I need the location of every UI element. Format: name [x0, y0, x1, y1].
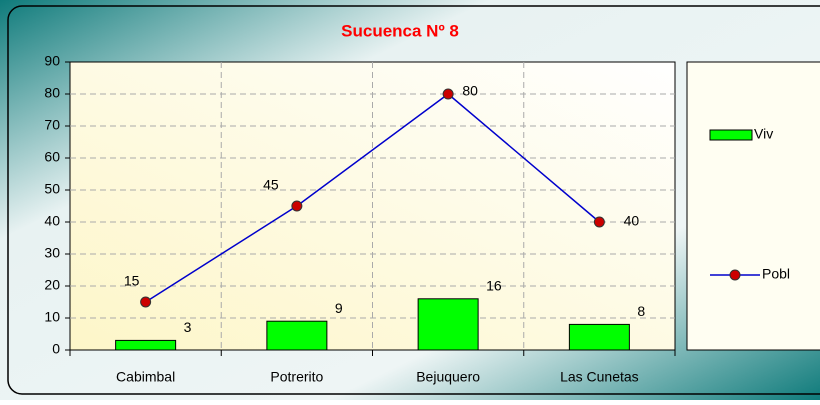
- marker: [291, 200, 303, 212]
- bar: [266, 320, 328, 351]
- line-label: 45: [263, 177, 279, 193]
- bar-label: 9: [335, 300, 343, 316]
- legend-marker: [729, 269, 741, 281]
- legend-label: Pobl: [762, 266, 790, 282]
- y-tick-label: 20: [44, 277, 60, 293]
- y-tick-label: 50: [44, 181, 60, 197]
- line-label: 40: [624, 213, 640, 229]
- bar: [115, 339, 177, 351]
- y-tick-label: 60: [44, 149, 60, 165]
- marker: [140, 296, 152, 308]
- x-tick-label: Las Cunetas: [560, 369, 639, 385]
- bar-label: 8: [637, 303, 645, 319]
- bar-label: 3: [184, 319, 192, 335]
- y-tick-label: 70: [44, 117, 60, 133]
- bar: [568, 323, 630, 351]
- line-label: 15: [124, 273, 140, 289]
- line-label: 80: [462, 83, 478, 99]
- marker: [442, 88, 454, 100]
- bar-label: 16: [486, 278, 502, 294]
- y-tick-label: 10: [44, 309, 60, 325]
- legend-label: Viv: [754, 126, 773, 142]
- x-tick-label: Potrerito: [270, 369, 323, 385]
- frame: [7, 5, 820, 395]
- x-tick-label: Bejuquero: [416, 369, 480, 385]
- legend-swatch: [709, 129, 753, 141]
- y-tick-label: 90: [44, 53, 60, 69]
- line: [145, 93, 600, 303]
- y-tick-label: 40: [44, 213, 60, 229]
- y-tick-label: 0: [52, 341, 60, 357]
- marker: [593, 216, 605, 228]
- bar: [417, 298, 479, 351]
- chart-title: Sucuenca Nº 8: [341, 21, 459, 40]
- legend-box: [686, 61, 820, 351]
- y-tick-label: 80: [44, 85, 60, 101]
- y-tick-label: 30: [44, 245, 60, 261]
- x-tick-label: Cabimbal: [116, 369, 175, 385]
